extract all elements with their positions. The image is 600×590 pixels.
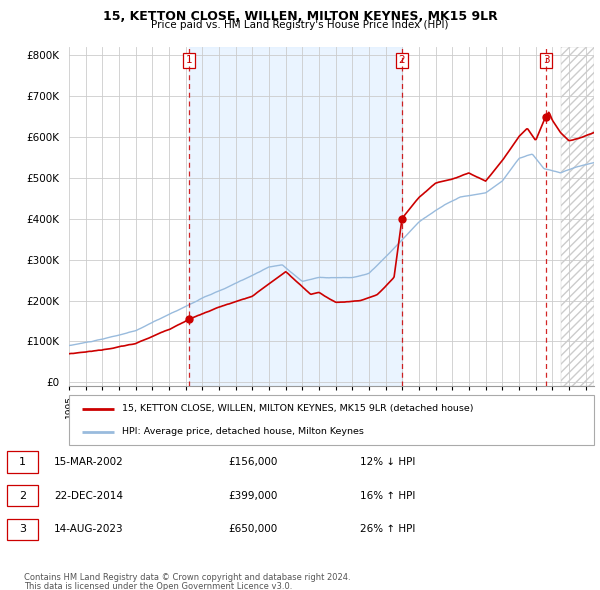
Text: 22-DEC-2014: 22-DEC-2014 [54, 491, 123, 500]
Text: 1: 1 [19, 457, 26, 467]
Text: 2: 2 [398, 55, 406, 65]
Text: 15-MAR-2002: 15-MAR-2002 [54, 457, 124, 467]
Text: 14-AUG-2023: 14-AUG-2023 [54, 525, 124, 534]
Text: 26% ↑ HPI: 26% ↑ HPI [360, 525, 415, 534]
Text: £399,000: £399,000 [228, 491, 277, 500]
Text: 15, KETTON CLOSE, WILLEN, MILTON KEYNES, MK15 9LR (detached house): 15, KETTON CLOSE, WILLEN, MILTON KEYNES,… [121, 404, 473, 414]
Text: 3: 3 [19, 525, 26, 534]
Text: 2: 2 [19, 491, 26, 500]
Text: This data is licensed under the Open Government Licence v3.0.: This data is licensed under the Open Gov… [24, 582, 292, 590]
Text: £650,000: £650,000 [228, 525, 277, 534]
Text: 3: 3 [542, 55, 550, 65]
Bar [560, 47, 594, 386]
Text: 16% ↑ HPI: 16% ↑ HPI [360, 491, 415, 500]
Bar [189, 47, 402, 386]
Text: Contains HM Land Registry data © Crown copyright and database right 2024.: Contains HM Land Registry data © Crown c… [24, 573, 350, 582]
Text: HPI: Average price, detached house, Milton Keynes: HPI: Average price, detached house, Milt… [121, 427, 364, 437]
Text: 12% ↓ HPI: 12% ↓ HPI [360, 457, 415, 467]
Text: 15, KETTON CLOSE, WILLEN, MILTON KEYNES, MK15 9LR: 15, KETTON CLOSE, WILLEN, MILTON KEYNES,… [103, 10, 497, 23]
Text: Price paid vs. HM Land Registry's House Price Index (HPI): Price paid vs. HM Land Registry's House … [151, 20, 449, 30]
Bar [560, 47, 594, 386]
Text: £156,000: £156,000 [228, 457, 277, 467]
Text: 1: 1 [186, 55, 193, 65]
